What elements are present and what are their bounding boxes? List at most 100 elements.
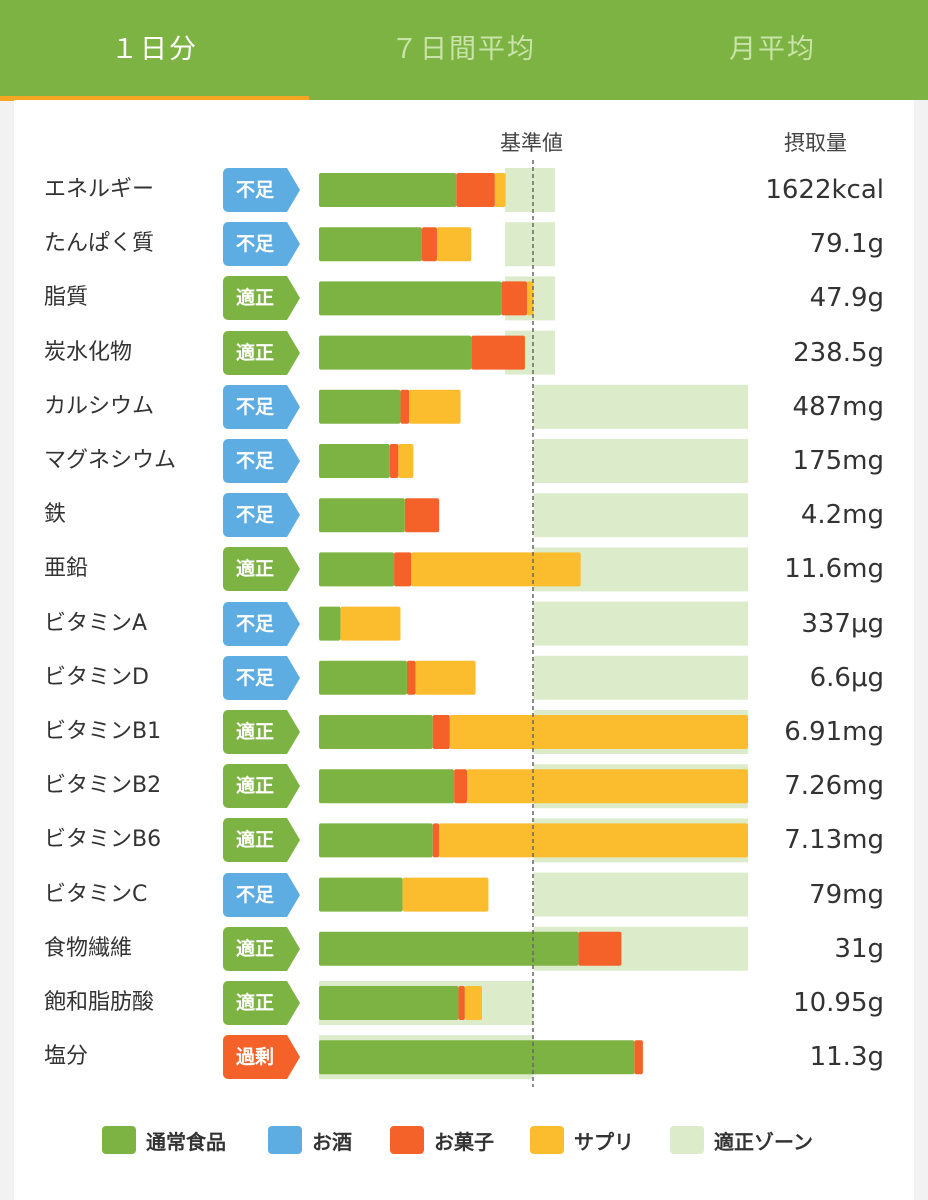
legend-swatch [390, 1126, 424, 1154]
status-badge: 適正 [223, 330, 300, 375]
status-badge: 適正 [223, 276, 300, 321]
supplement-bar [439, 823, 748, 858]
sweets-bar [404, 498, 440, 533]
optimal-zone-bar [505, 168, 555, 212]
legend-item: お菓子 [390, 1124, 494, 1156]
legend-label: 適正ゾーン [714, 1129, 813, 1154]
intake-value: 6.91mg [784, 717, 884, 747]
normal-food-bar [319, 931, 579, 966]
status-badge: 不足 [223, 168, 300, 212]
status-badge: 不足 [223, 439, 300, 483]
optimal-zone-bar [533, 493, 748, 538]
optimal-zone-bar [533, 439, 748, 483]
intake-value: 79mg [809, 879, 884, 910]
intake-value: 7.13mg [784, 825, 884, 856]
supplement-bar [436, 227, 472, 262]
legend-item: お酒 [268, 1124, 352, 1156]
intake-value: 11.6mg [784, 554, 884, 585]
normal-food-bar [319, 173, 457, 207]
supplement-bar [340, 606, 401, 641]
tab-seven-day-average[interactable]: ７日間平均 [391, 34, 536, 65]
supplement-bar [494, 173, 506, 207]
intake-value: 6.6μg [809, 662, 884, 693]
sweets-bar [432, 715, 450, 749]
normal-food-bar [319, 606, 341, 641]
optimal-zone-bar [533, 872, 748, 917]
nutrient-name: ビタミンC [44, 881, 148, 907]
normal-food-bar [319, 986, 459, 1020]
normal-food-bar [319, 1040, 635, 1075]
intake-value: 4.2mg [800, 500, 884, 531]
sweets-bar [634, 1040, 643, 1075]
normal-food-bar [319, 444, 390, 478]
nutrient-name: ビタミンB1 [44, 719, 162, 744]
sweets-bar [471, 335, 525, 370]
status-badge: 過剰 [223, 1035, 300, 1080]
intake-value: 487mg [792, 391, 884, 422]
optimal-zone-bar [533, 384, 748, 429]
intake-value: 7.26mg [784, 771, 884, 802]
nutrient-name: エネルギー [44, 177, 155, 202]
intake-value: 238.5g [793, 337, 884, 368]
legend-swatch [670, 1126, 704, 1154]
nutrient-name: 飽和脂肪酸 [44, 990, 155, 1015]
optimal-zone-bar [533, 655, 748, 700]
supplement-bar [409, 389, 461, 424]
status-badge: 適正 [223, 710, 300, 754]
supplement-bar [527, 281, 534, 316]
supplement-bar [464, 986, 483, 1020]
normal-food-bar [319, 281, 502, 316]
sweets-bar [501, 281, 528, 316]
supplement-bar [415, 660, 476, 695]
active-tab-indicator [0, 96, 309, 101]
supplement-bar [467, 769, 748, 804]
intake-value: 31g [834, 933, 884, 964]
legend-item: 通常食品 [102, 1124, 226, 1156]
sweets-bar [400, 389, 410, 424]
nutrient-name: たんぱく質 [44, 231, 155, 257]
normal-food-bar [319, 552, 395, 587]
status-badge: 不足 [223, 493, 300, 538]
nutrient-name: 鉄 [44, 502, 67, 528]
nutrient-name: 脂質 [44, 285, 89, 311]
intake-header: 摂取量 [784, 131, 847, 155]
status-badge: 適正 [223, 981, 300, 1025]
intake-value: 1622kcal [765, 175, 884, 205]
supplement-bar [411, 552, 581, 587]
nutrient-name: マグネシウム [44, 448, 177, 473]
nutrient-name: ビタミンA [44, 610, 148, 636]
sweets-bar [389, 444, 399, 478]
status-badge: 適正 [223, 547, 300, 592]
nutrient-name: ビタミンB6 [44, 827, 162, 853]
nutrient-name: 食物繊維 [44, 935, 133, 961]
sweets-bar [432, 823, 440, 858]
optimal-zone-bar [505, 222, 555, 267]
sweets-bar [578, 931, 622, 966]
status-badge: 不足 [223, 222, 300, 267]
legend-swatch [102, 1126, 136, 1154]
legend-label: 通常食品 [146, 1129, 226, 1154]
intake-value: 175mg [792, 446, 884, 476]
supplement-bar [398, 444, 414, 478]
sweets-bar [421, 227, 437, 262]
nutrient-name: 炭水化物 [44, 339, 133, 365]
status-badge: 不足 [223, 655, 300, 700]
normal-food-bar [319, 823, 433, 858]
status-badge: 適正 [223, 926, 300, 971]
tab-one-day[interactable]: １日分 [111, 34, 198, 65]
status-badge: 不足 [223, 601, 300, 646]
nutrient-name: 塩分 [44, 1044, 89, 1070]
sweets-bar [456, 173, 495, 207]
legend-item: 適正ゾーン [670, 1124, 813, 1156]
sweets-bar [394, 552, 412, 587]
normal-food-bar [319, 715, 433, 749]
nutrient-name: 亜鉛 [44, 556, 89, 582]
supplement-bar [402, 877, 489, 912]
normal-food-bar [319, 227, 422, 262]
normal-food-bar [319, 389, 401, 424]
supplement-bar [449, 715, 748, 749]
normal-food-bar [319, 498, 405, 533]
status-badge: 適正 [223, 764, 300, 809]
legend-label: サプリ [574, 1129, 634, 1154]
tab-monthly-average[interactable]: 月平均 [729, 34, 816, 65]
